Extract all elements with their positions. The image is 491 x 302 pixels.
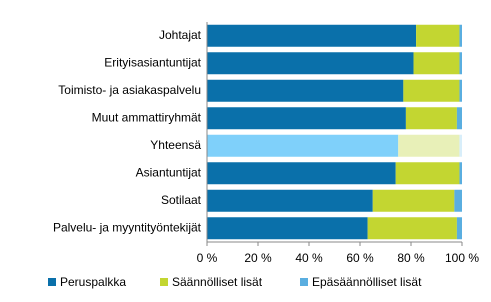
- x-tick-label: 100 %: [445, 251, 479, 265]
- bar-segment: [459, 134, 462, 157]
- y-tick-label: Palvelu- ja myyntityöntekijät: [53, 220, 202, 234]
- bar-segment: [459, 24, 462, 47]
- x-tick-label: 80 %: [397, 251, 425, 265]
- y-tick-label: Asiantuntijat: [136, 165, 202, 179]
- x-tick-label: 0 %: [197, 251, 218, 265]
- legend-label: Peruspalkka: [60, 275, 126, 289]
- y-tick-label: Erityisasiantuntijat: [104, 55, 201, 69]
- y-tick-label: Muut ammattiryhmät: [92, 110, 202, 124]
- bar-segment: [372, 189, 455, 212]
- y-tick-label: Sotilaat: [161, 193, 202, 207]
- bar-segment: [405, 107, 457, 130]
- x-tick-label: 20 %: [244, 251, 272, 265]
- bar-segment: [459, 52, 462, 75]
- bar-segment: [456, 107, 462, 130]
- legend-label: Epäsäännölliset lisät: [312, 275, 422, 289]
- bar-segment: [398, 134, 460, 157]
- legend-swatch: [48, 278, 56, 286]
- bar-segment: [403, 79, 460, 102]
- y-tick-label: Toimisto- ja asiakaspalvelu: [58, 83, 201, 97]
- bar-segment: [395, 162, 460, 185]
- legend-swatch: [160, 278, 168, 286]
- x-tick-label: 60 %: [346, 251, 374, 265]
- bar-segment: [207, 189, 373, 212]
- bar-segment: [207, 162, 396, 185]
- bar-segment: [416, 24, 460, 47]
- bar-segment: [459, 162, 462, 185]
- bar-segment: [207, 52, 414, 75]
- bar-segment: [367, 217, 457, 240]
- bar-segment: [456, 217, 462, 240]
- bar-segment: [207, 134, 399, 157]
- y-tick-label: Yhteensä: [150, 138, 201, 152]
- bar-segment: [207, 24, 417, 47]
- bar-segment: [413, 52, 460, 75]
- bar-segment: [207, 107, 406, 130]
- bar-segment: [454, 189, 462, 212]
- y-tick-label: Johtajat: [159, 28, 202, 42]
- bar-segment: [459, 79, 462, 102]
- bar-segment: [207, 79, 404, 102]
- x-tick-label: 40 %: [295, 251, 323, 265]
- bar-segment: [207, 217, 368, 240]
- legend-label: Säännölliset lisät: [172, 275, 263, 289]
- legend-swatch: [300, 278, 308, 286]
